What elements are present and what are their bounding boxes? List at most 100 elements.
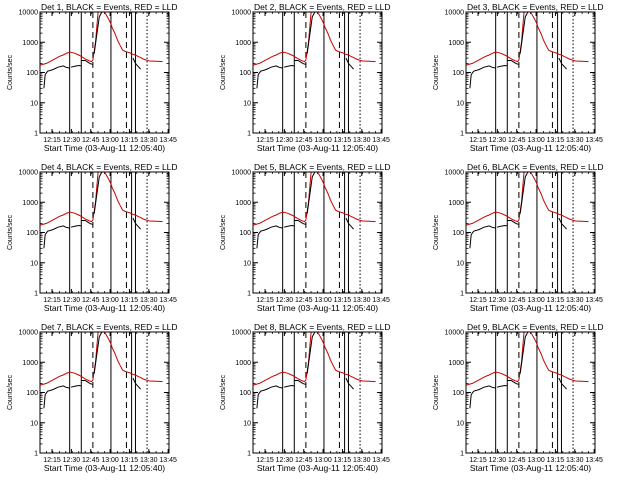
x-tick-label: 12:45: [508, 297, 526, 304]
y-tick-label: 1: [34, 451, 38, 458]
panel-det-5: Det 5, BLACK = Events, RED = LLD Counts/s…: [220, 162, 391, 313]
y-tick-label: 1000: [235, 200, 251, 207]
y-tick-label: 10000: [19, 330, 39, 337]
panel-frame: [39, 171, 170, 294]
x-tick-label: 12:30: [276, 297, 294, 304]
panel-plot-area: [253, 12, 376, 133]
x-tick-label: 13:00: [101, 137, 119, 144]
y-tick-label: 100: [26, 390, 38, 397]
panel-det-1: Det 1, BLACK = Events, RED = LLD Counts/s…: [7, 2, 178, 153]
events-series-line: [496, 384, 508, 388]
y-tick-label: 1000: [448, 360, 464, 367]
events-series-line: [469, 225, 496, 249]
lld-series-line: [40, 172, 163, 226]
y-tick-label: 1000: [448, 200, 464, 207]
panel-frame: [252, 171, 383, 294]
x-tick-label: 12:30: [63, 297, 81, 304]
x-tick-label: 13:15: [121, 137, 139, 144]
y-tick-label: 10: [456, 420, 464, 427]
y-tick-label: 100: [452, 70, 464, 77]
y-tick-label: 1: [460, 131, 464, 138]
events-series-line: [81, 380, 94, 385]
panel-frame: [465, 331, 596, 454]
x-tick-label: 12:30: [489, 297, 507, 304]
y-tick-label: 10: [243, 260, 251, 267]
lld-series-line: [253, 12, 376, 66]
x-tick-label: 13:45: [585, 137, 603, 144]
y-tick-label: 100: [239, 230, 251, 237]
y-tick-label: 1: [247, 451, 251, 458]
x-tick-label: 13:30: [140, 457, 158, 464]
events-series-line: [294, 220, 307, 225]
y-tick-label: 100: [239, 70, 251, 77]
panel-det-9: Det 9, BLACK = Events, RED = LLD Counts/s…: [433, 322, 604, 473]
x-tick-label: 13:15: [334, 297, 352, 304]
y-axis-label: Counts/sec: [220, 54, 227, 90]
y-axis-label: Counts/sec: [433, 54, 440, 90]
y-tick-label: 1000: [22, 360, 38, 367]
events-series-line: [43, 385, 70, 409]
x-tick-label: 13:30: [353, 137, 371, 144]
events-series-line: [256, 65, 283, 89]
panel-title: Det 4, BLACK = Events, RED = LLD: [41, 162, 178, 172]
lld-series-line: [40, 332, 163, 386]
x-axis-label: Start Time (03-Aug-11 12:05:40): [44, 303, 165, 313]
panel-det-7: Det 7, BLACK = Events, RED = LLD Counts/s…: [7, 322, 178, 473]
events-series-line: [283, 64, 295, 68]
x-tick-label: 12:15: [469, 297, 487, 304]
y-tick-label: 1: [460, 451, 464, 458]
panel-title: Det 3, BLACK = Events, RED = LLD: [467, 2, 604, 12]
x-tick-label: 13:00: [101, 457, 119, 464]
events-series-line: [43, 65, 70, 89]
x-axis-label: Start Time (03-Aug-11 12:05:40): [257, 143, 378, 153]
y-tick-label: 100: [239, 390, 251, 397]
x-tick-label: 12:45: [82, 297, 100, 304]
events-series-line: [496, 64, 508, 68]
x-tick-label: 13:30: [566, 457, 584, 464]
events-series-line: [469, 65, 496, 89]
y-axis-label: Counts/sec: [7, 374, 14, 410]
events-series-line: [132, 377, 141, 390]
x-tick-label: 13:30: [140, 137, 158, 144]
y-tick-label: 10: [456, 100, 464, 107]
y-tick-label: 100: [26, 230, 38, 237]
panel-det-8: Det 8, BLACK = Events, RED = LLD Counts/s…: [220, 322, 391, 473]
x-tick-label: 13:30: [140, 297, 158, 304]
events-series-line: [507, 380, 520, 385]
x-tick-label: 12:15: [43, 137, 61, 144]
y-tick-label: 10000: [19, 170, 39, 177]
x-tick-label: 13:45: [372, 137, 390, 144]
panel-frame: [465, 171, 596, 294]
y-tick-label: 1: [460, 291, 464, 298]
y-tick-label: 10000: [445, 10, 465, 17]
events-series-line: [256, 385, 283, 409]
x-tick-label: 13:00: [527, 457, 545, 464]
x-tick-label: 13:45: [372, 297, 390, 304]
y-tick-label: 10000: [232, 170, 252, 177]
events-series-line: [306, 12, 316, 54]
lld-series-line: [40, 12, 163, 66]
events-series-line: [93, 12, 103, 54]
panel-title: Det 2, BLACK = Events, RED = LLD: [254, 2, 391, 12]
y-tick-label: 1000: [22, 40, 38, 47]
events-series-line: [345, 217, 354, 230]
x-tick-label: 12:15: [256, 297, 274, 304]
x-tick-label: 13:30: [566, 137, 584, 144]
events-series-line: [294, 60, 307, 65]
events-series-line: [256, 225, 283, 249]
lld-series-line: [253, 332, 376, 386]
events-series-line: [558, 217, 567, 230]
panel-frame: [465, 11, 596, 134]
x-tick-label: 13:45: [585, 297, 603, 304]
panel-plot-area: [466, 172, 589, 293]
events-series-line: [345, 377, 354, 390]
events-series-line: [70, 224, 82, 228]
y-tick-label: 100: [452, 390, 464, 397]
x-tick-label: 12:15: [43, 297, 61, 304]
x-axis-label: Start Time (03-Aug-11 12:05:40): [44, 463, 165, 473]
panel-det-2: Det 2, BLACK = Events, RED = LLD Counts/s…: [220, 2, 391, 153]
y-tick-label: 10000: [445, 170, 465, 177]
x-tick-label: 13:15: [547, 137, 565, 144]
